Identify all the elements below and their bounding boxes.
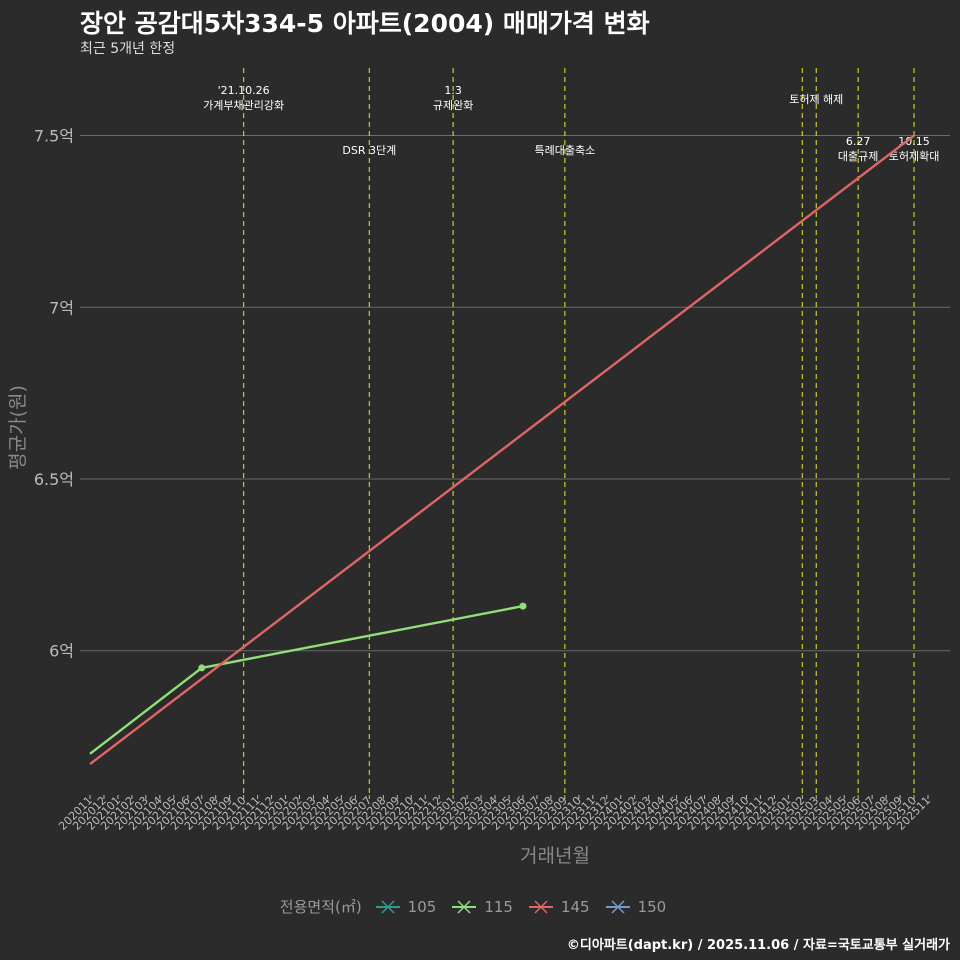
event-label: 토허제확대	[889, 150, 940, 163]
source-caption: ©디아파트(dapt.kr) / 2025.11.06 / 자료=국토교통부 실…	[566, 938, 950, 953]
legend-key-105-icon	[375, 899, 400, 914]
legend-label-115: 115	[484, 897, 513, 916]
event-label: '21.10.26	[218, 84, 270, 97]
legend-title: 전용면적(㎡)	[279, 898, 362, 916]
legend-label-150: 150	[637, 897, 667, 916]
event-label: 특례대출축소	[534, 144, 595, 157]
event-label: 1.3	[444, 84, 462, 97]
event-label: 10.15	[898, 135, 930, 148]
chart-title: 장안 공감대5차334-5 아파트(2004) 매매가격 변화	[80, 9, 650, 38]
event-label: 가계부채관리강화	[203, 99, 284, 112]
series-line-145	[89, 134, 915, 766]
y-tick-label: 7억	[49, 298, 74, 317]
legend-key-115-icon	[452, 899, 477, 914]
legend-item-150: 150	[604, 897, 667, 917]
legend-label-145: 145	[560, 897, 590, 916]
event-label: 6.27	[846, 135, 871, 148]
series-point-115	[198, 664, 206, 672]
event-label: 토허제 해제	[789, 92, 843, 106]
legend-key-145-icon	[528, 899, 553, 914]
event-label: DSR 3단계	[342, 144, 396, 157]
chart-subtitle: 최근 5개년 한정	[80, 41, 176, 57]
legend-key-150-icon	[605, 899, 630, 914]
y-axis-title: 평균가(원)	[7, 385, 29, 470]
legend-item-105: 105	[374, 897, 437, 917]
x-axis-title: 거래년월	[520, 845, 590, 867]
y-tick-label: 7.5억	[34, 127, 74, 146]
legend: 전용면적(㎡) 105 115 145 150	[0, 896, 960, 917]
event-label: 규제완화	[433, 99, 473, 112]
series-line-115	[89, 604, 524, 755]
event-label: 대출규제	[838, 150, 878, 163]
legend-item-115: 115	[450, 897, 513, 917]
series-point-115	[519, 602, 527, 610]
y-tick-label: 6억	[49, 642, 74, 661]
y-tick-label: 6.5억	[34, 470, 74, 489]
legend-label-105: 105	[407, 897, 437, 916]
legend-item-145: 145	[527, 897, 590, 917]
